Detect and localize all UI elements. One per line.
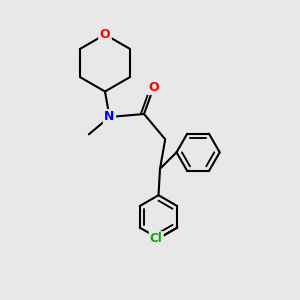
- Text: O: O: [148, 81, 158, 94]
- Text: N: N: [104, 110, 115, 124]
- Text: O: O: [100, 28, 110, 41]
- Text: Cl: Cl: [150, 232, 163, 245]
